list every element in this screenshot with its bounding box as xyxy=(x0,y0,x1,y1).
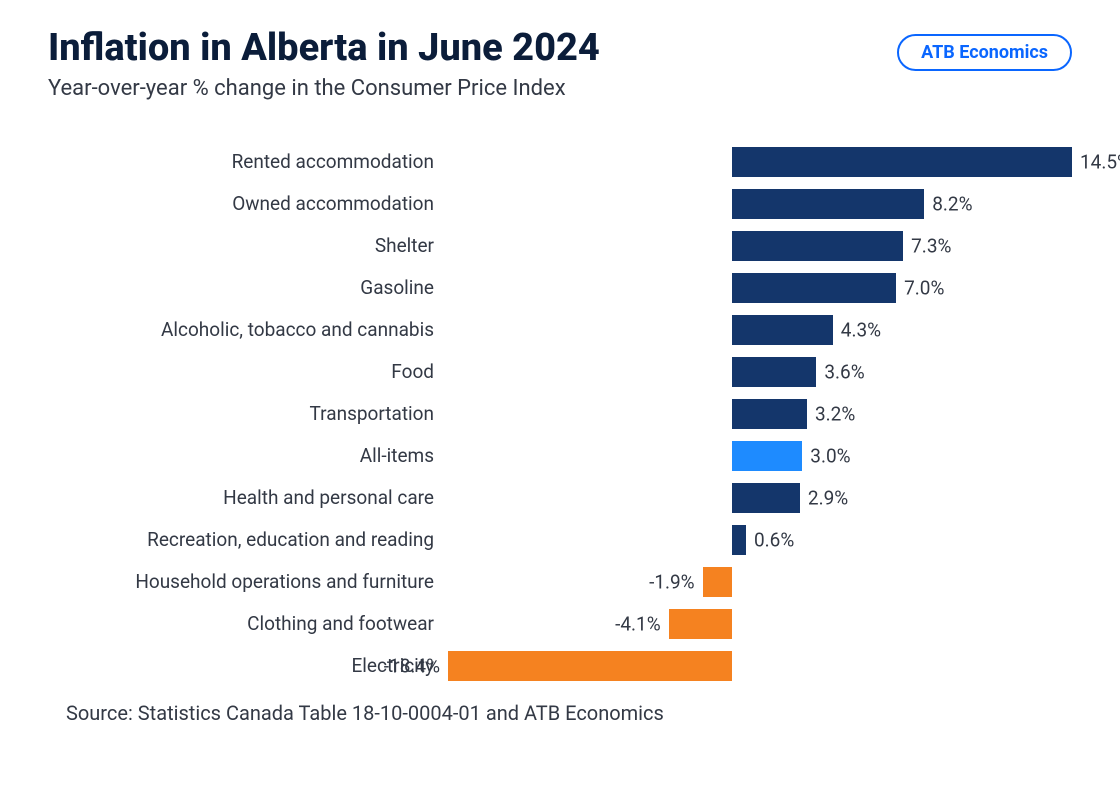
category-label: Owned accommodation xyxy=(48,192,448,215)
bar xyxy=(732,441,802,471)
value-label: 2.9% xyxy=(808,486,848,509)
value-label: 7.3% xyxy=(911,234,951,257)
plot-area: -18.4% xyxy=(448,645,1072,687)
category-label: Shelter xyxy=(48,234,448,257)
category-label: Gasoline xyxy=(48,276,448,299)
plot-area: 2.9% xyxy=(448,477,1072,519)
category-label: Rented accommodation xyxy=(48,150,448,173)
chart-row: Health and personal care 2.9% xyxy=(48,477,1072,519)
bar-chart: Rented accommodation14.5%Owned accommoda… xyxy=(48,141,1072,687)
plot-area: 8.2% xyxy=(448,183,1072,225)
value-label: -18.4% xyxy=(384,654,440,677)
value-label: 4.3% xyxy=(841,318,881,341)
plot-area: 0.6% xyxy=(448,519,1072,561)
chart-subtitle: Year-over-year % change in the Consumer … xyxy=(48,76,600,101)
value-label: -1.9% xyxy=(649,570,695,593)
bar xyxy=(732,357,816,387)
plot-area: 7.3% xyxy=(448,225,1072,267)
bar xyxy=(669,609,732,639)
bar xyxy=(732,231,903,261)
category-label: Household operations and furniture xyxy=(48,570,448,593)
chart-row: Alcoholic, tobacco and cannabis 4.3% xyxy=(48,309,1072,351)
value-label: 3.6% xyxy=(824,360,864,383)
title-block: Inflation in Alberta in June 2024 Year-o… xyxy=(48,28,600,101)
category-label: Transportation xyxy=(48,402,448,425)
plot-area: -4.1% xyxy=(448,603,1072,645)
category-label: Clothing and footwear xyxy=(48,612,448,635)
chart-row: Food 3.6% xyxy=(48,351,1072,393)
chart-title: Inflation in Alberta in June 2024 xyxy=(48,28,600,70)
chart-row: Recreation, education and reading 0.6% xyxy=(48,519,1072,561)
chart-row: Transportation 3.2% xyxy=(48,393,1072,435)
category-label: Food xyxy=(48,360,448,383)
source-note: Source: Statistics Canada Table 18-10-00… xyxy=(48,701,1072,725)
category-label: Recreation, education and reading xyxy=(48,528,448,551)
value-label: 8.2% xyxy=(932,192,972,215)
bar xyxy=(732,399,807,429)
plot-area: -1.9% xyxy=(448,561,1072,603)
category-label: All-items xyxy=(48,444,448,467)
plot-area: 3.2% xyxy=(448,393,1072,435)
chart-row: Owned accommodation 8.2% xyxy=(48,183,1072,225)
plot-area: 3.6% xyxy=(448,351,1072,393)
value-label: 3.0% xyxy=(810,444,850,467)
category-label: Health and personal care xyxy=(48,486,448,509)
chart-row: Rented accommodation14.5% xyxy=(48,141,1072,183)
bar xyxy=(732,315,833,345)
chart-row: Electricity-18.4% xyxy=(48,645,1072,687)
bar xyxy=(732,273,896,303)
bar xyxy=(732,483,800,513)
brand-badge: ATB Economics xyxy=(897,34,1072,71)
value-label: 14.5% xyxy=(1080,150,1120,173)
bar xyxy=(703,567,732,597)
chart-row: Household operations and furniture -1.9% xyxy=(48,561,1072,603)
bar xyxy=(732,525,746,555)
chart-row: Gasoline 7.0% xyxy=(48,267,1072,309)
chart-row: Shelter 7.3% xyxy=(48,225,1072,267)
chart-row: Clothing and footwear -4.1% xyxy=(48,603,1072,645)
plot-area: 14.5% xyxy=(448,141,1072,183)
plot-area: 7.0% xyxy=(448,267,1072,309)
value-label: 3.2% xyxy=(815,402,855,425)
category-label: Alcoholic, tobacco and cannabis xyxy=(48,318,448,341)
bar xyxy=(732,189,924,219)
value-label: 0.6% xyxy=(754,528,794,551)
plot-area: 4.3% xyxy=(448,309,1072,351)
chart-row: All-items 3.0% xyxy=(48,435,1072,477)
bar xyxy=(448,651,732,681)
value-label: -4.1% xyxy=(615,612,661,635)
header-row: Inflation in Alberta in June 2024 Year-o… xyxy=(48,28,1072,101)
bar xyxy=(732,147,1072,177)
plot-area: 3.0% xyxy=(448,435,1072,477)
value-label: 7.0% xyxy=(904,276,944,299)
